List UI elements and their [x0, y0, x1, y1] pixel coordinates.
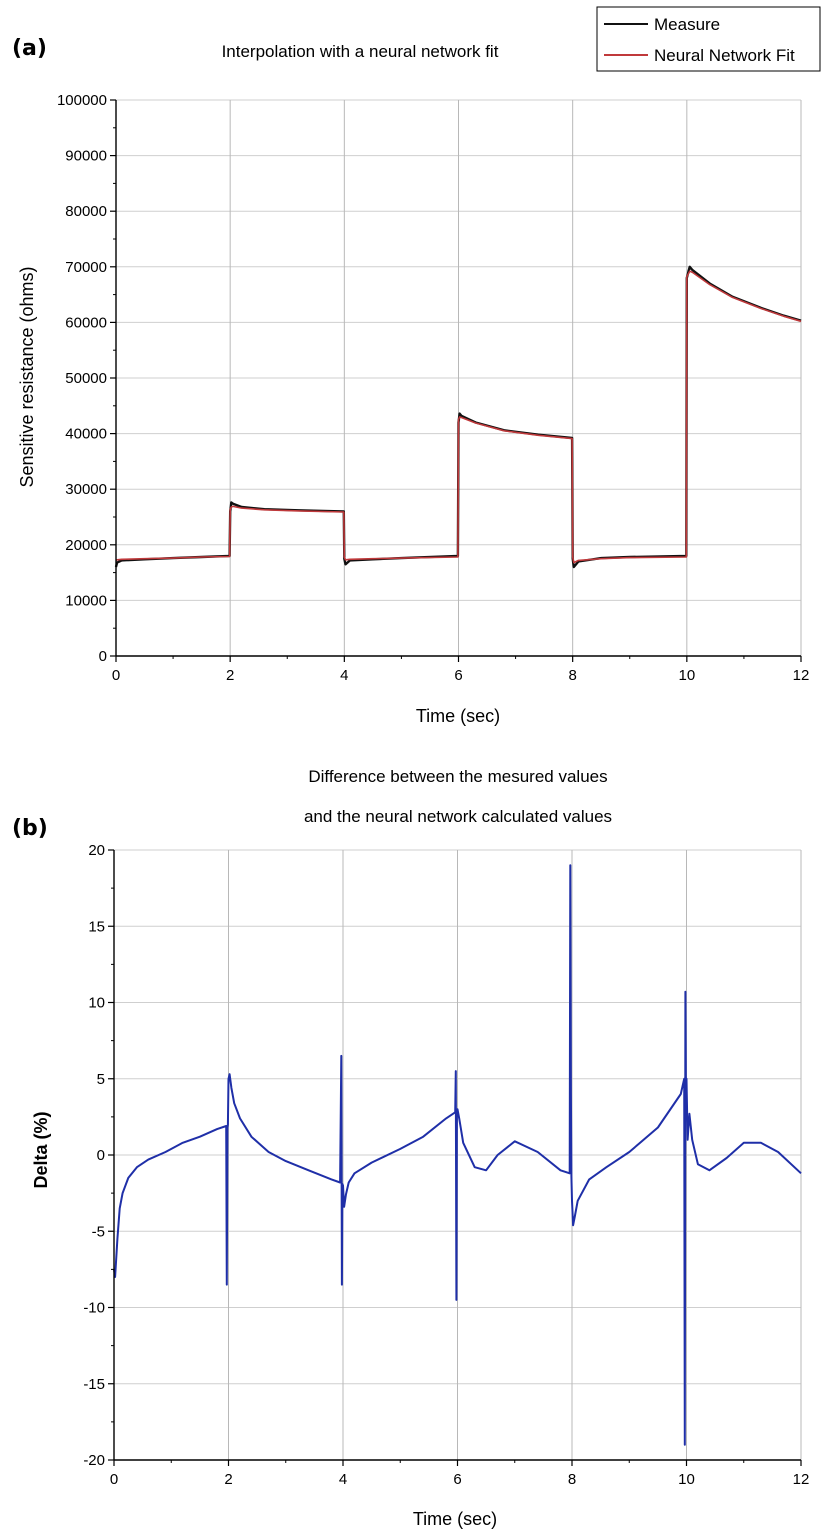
chart-b-axes	[108, 849, 802, 1466]
y-tick-label: 5	[97, 1071, 105, 1088]
chart-a-y-tick-labels: 0 10000 20000 30000 40000 50000 60000 70000 8000…	[57, 92, 107, 665]
series-line-delta	[113, 864, 802, 1446]
y-tick-label: 90000	[65, 148, 107, 165]
chart-a-x-axis-label: Time (sec)	[416, 706, 500, 726]
chart-a: (a) Interpolation with a neural network …	[12, 6, 821, 726]
chart-b-series	[113, 864, 802, 1446]
chart-a-series	[114, 265, 802, 569]
x-tick-label: 4	[340, 667, 348, 684]
y-tick-label: -20	[83, 1452, 105, 1469]
legend-label-nn-fit: Neural Network Fit	[654, 46, 795, 65]
y-tick-label: -15	[83, 1376, 105, 1393]
x-tick-label: 0	[112, 667, 120, 684]
chart-b-title-line-2: and the neural network calculated values	[304, 807, 612, 826]
x-tick-label: 4	[339, 1471, 347, 1488]
y-tick-label: 10000	[65, 592, 107, 609]
legend-label-measure: Measure	[654, 15, 720, 34]
y-tick-label: 0	[97, 1147, 105, 1164]
chart-b-title-line-1: Difference between the mesured values	[308, 767, 607, 786]
x-tick-label: 6	[453, 1471, 461, 1488]
chart-a-y-axis-label: Sensitive resistance (ohms)	[17, 266, 37, 487]
x-tick-label: 8	[568, 667, 576, 684]
chart-b-x-tick-labels: 0 2 4 6 8 10 12	[110, 1471, 810, 1488]
y-tick-label: 20000	[65, 537, 107, 554]
chart-a-title: Interpolation with a neural network fit	[222, 42, 499, 61]
chart-a-axes	[110, 99, 802, 662]
y-tick-label: 70000	[65, 259, 107, 276]
x-tick-label: 2	[224, 1471, 232, 1488]
chart-a-grid	[115, 99, 802, 657]
legend-frame	[596, 6, 821, 72]
chart-b-y-axis-label: Delta (%)	[31, 1111, 51, 1188]
y-tick-label: 20	[88, 842, 105, 859]
x-tick-label: 12	[793, 1471, 810, 1488]
series-line-neural-network-fit	[115, 270, 802, 564]
y-tick-label: 30000	[65, 481, 107, 498]
y-tick-label: -10	[83, 1300, 105, 1317]
x-tick-label: 12	[793, 667, 810, 684]
y-tick-label: 15	[88, 918, 105, 935]
y-tick-label: 40000	[65, 426, 107, 443]
y-tick-label: 60000	[65, 314, 107, 331]
panel-label-b: (b)	[12, 816, 48, 841]
y-tick-label: 10	[88, 995, 105, 1012]
y-tick-label: -5	[92, 1223, 105, 1240]
y-tick-label: 80000	[65, 203, 107, 220]
chart-a-legend: Measure Neural Network Fit	[596, 6, 821, 72]
chart-b-y-tick-labels: -20 -15 -10 -5 0 5 10 15 20	[83, 842, 105, 1469]
x-tick-label: 2	[226, 667, 234, 684]
chart-b: (b) Difference between the mesured value…	[12, 767, 809, 1529]
x-tick-label: 8	[568, 1471, 576, 1488]
x-tick-label: 6	[454, 667, 462, 684]
chart-b-x-axis-label: Time (sec)	[413, 1509, 497, 1529]
y-tick-label: 50000	[65, 370, 107, 387]
x-tick-label: 10	[678, 667, 695, 684]
x-tick-label: 0	[110, 1471, 118, 1488]
y-tick-label: 0	[99, 648, 107, 665]
chart-a-x-tick-labels: 0 2 4 6 8 10 12	[112, 667, 810, 684]
panel-label-a: (a)	[12, 36, 47, 61]
x-tick-label: 10	[678, 1471, 695, 1488]
y-tick-label: 100000	[57, 92, 107, 109]
